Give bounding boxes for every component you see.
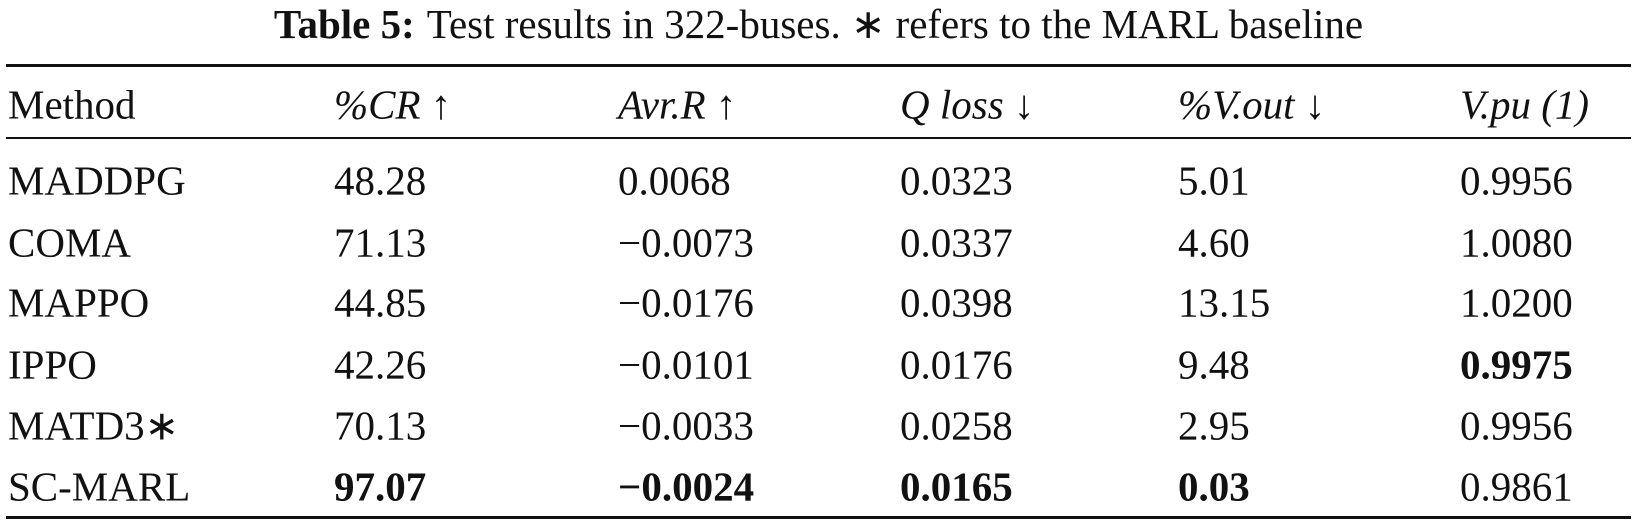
- value-cell: 70.13: [334, 402, 427, 449]
- value-cell: −0.0101: [618, 341, 754, 388]
- value-cell: 0.03: [1178, 463, 1250, 510]
- value-cell: 0.0176: [900, 341, 1013, 388]
- value-cell: 13.15: [1178, 279, 1271, 326]
- value-cell: 44.85: [334, 279, 427, 326]
- bottom-rule: [6, 516, 1631, 519]
- header-cell: %CR ↑: [334, 81, 452, 128]
- header-cell: %V.out ↓: [1178, 81, 1326, 128]
- value-cell: 0.9956: [1460, 402, 1573, 449]
- value-cell: 0.0323: [900, 157, 1013, 204]
- value-cell: 48.28: [334, 157, 427, 204]
- value-cell: −0.0033: [618, 402, 754, 449]
- value-cell: 1.0080: [1460, 219, 1573, 266]
- method-cell: SC-MARL: [8, 463, 191, 510]
- value-cell: 42.26: [334, 341, 427, 388]
- method-cell: COMA: [8, 219, 132, 266]
- value-cell: 0.9975: [1460, 341, 1573, 388]
- value-cell: 0.0398: [900, 279, 1013, 326]
- top-rule: [6, 64, 1631, 67]
- header-cell: Method: [8, 81, 136, 128]
- method-cell: MAPPO: [8, 279, 150, 326]
- value-cell: 0.0258: [900, 402, 1013, 449]
- value-cell: 97.07: [334, 463, 427, 510]
- value-cell: −0.0073: [618, 219, 754, 266]
- caption: Table 5: Test results in 322-buses. ∗ ref…: [0, 1, 1637, 47]
- method-cell: MATD3∗: [8, 402, 180, 449]
- method-cell: IPPO: [8, 341, 97, 388]
- value-cell: 0.0165: [900, 463, 1013, 510]
- value-cell: 0.9956: [1460, 157, 1573, 204]
- value-cell: −0.0176: [618, 279, 754, 326]
- value-cell: 2.95: [1178, 402, 1250, 449]
- header-cell: V.pu (1): [1460, 81, 1590, 128]
- value-cell: 0.9861: [1460, 463, 1573, 510]
- value-cell: 5.01: [1178, 157, 1250, 204]
- header-cell: Q loss ↓: [900, 81, 1035, 128]
- value-cell: 4.60: [1178, 219, 1250, 266]
- mid-rule: [6, 137, 1631, 139]
- value-cell: −0.0024: [618, 463, 755, 510]
- value-cell: 71.13: [334, 219, 427, 266]
- caption-label: Table 5:: [273, 1, 415, 47]
- value-cell: 0.0337: [900, 219, 1013, 266]
- value-cell: 0.0068: [618, 157, 731, 204]
- header-cell: Avr.R ↑: [618, 81, 737, 128]
- method-cell: MADDPG: [8, 157, 186, 204]
- value-cell: 9.48: [1178, 341, 1250, 388]
- caption-text: Test results in 322-buses. ∗ refers to t…: [426, 1, 1364, 47]
- value-cell: 1.0200: [1460, 279, 1573, 326]
